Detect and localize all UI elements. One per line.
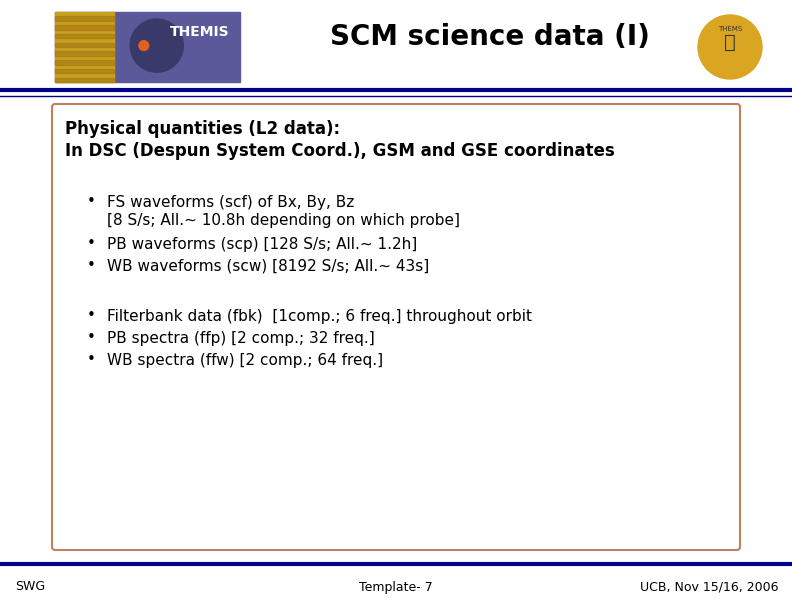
Circle shape (698, 15, 762, 79)
Text: •: • (87, 258, 96, 274)
Text: THEMIS: THEMIS (169, 24, 229, 39)
Text: •: • (87, 308, 96, 324)
Text: SCM science data (I): SCM science data (I) (330, 23, 650, 51)
Text: SWG: SWG (15, 581, 45, 594)
Text: UCB, Nov 15/16, 2006: UCB, Nov 15/16, 2006 (639, 581, 778, 594)
Text: WB waveforms (scw) [8192 S/s; All.~ 43s]: WB waveforms (scw) [8192 S/s; All.~ 43s] (107, 258, 429, 274)
Text: [8 S/s; All.~ 10.8h depending on which probe]: [8 S/s; All.~ 10.8h depending on which p… (107, 214, 460, 228)
FancyBboxPatch shape (52, 104, 740, 550)
Text: Filterbank data (fbk)  [1comp.; 6 freq.] throughout orbit: Filterbank data (fbk) [1comp.; 6 freq.] … (107, 308, 532, 324)
Bar (55, 17, 114, 21)
Text: PB waveforms (scp) [128 S/s; All.~ 1.2h]: PB waveforms (scp) [128 S/s; All.~ 1.2h] (107, 236, 417, 252)
Text: ⛹: ⛹ (724, 32, 736, 51)
Text: WB spectra (ffw) [2 comp.; 64 freq.]: WB spectra (ffw) [2 comp.; 64 freq.] (107, 353, 383, 367)
Bar (55, 43, 114, 47)
Bar (55, 25, 114, 29)
Text: •: • (87, 353, 96, 367)
Bar (55, 60, 114, 64)
Text: •: • (87, 195, 96, 209)
Text: PB spectra (ffp) [2 comp.; 32 freq.]: PB spectra (ffp) [2 comp.; 32 freq.] (107, 330, 375, 346)
Text: Physical quantities (L2 data):: Physical quantities (L2 data): (65, 120, 340, 138)
Bar (55, 12, 114, 82)
Text: THEMS: THEMS (718, 26, 742, 32)
Text: •: • (87, 236, 96, 252)
Bar (55, 34, 114, 38)
Text: FS waveforms (scf) of Bx, By, Bz: FS waveforms (scf) of Bx, By, Bz (107, 195, 354, 209)
Bar (55, 78, 114, 82)
Bar (55, 51, 114, 56)
Text: Template- 7: Template- 7 (359, 581, 433, 594)
Text: In DSC (Despun System Coord.), GSM and GSE coordinates: In DSC (Despun System Coord.), GSM and G… (65, 142, 615, 160)
Bar (55, 12, 240, 82)
Bar (55, 69, 114, 73)
Text: •: • (87, 330, 96, 346)
Circle shape (130, 19, 184, 72)
Circle shape (139, 41, 149, 51)
